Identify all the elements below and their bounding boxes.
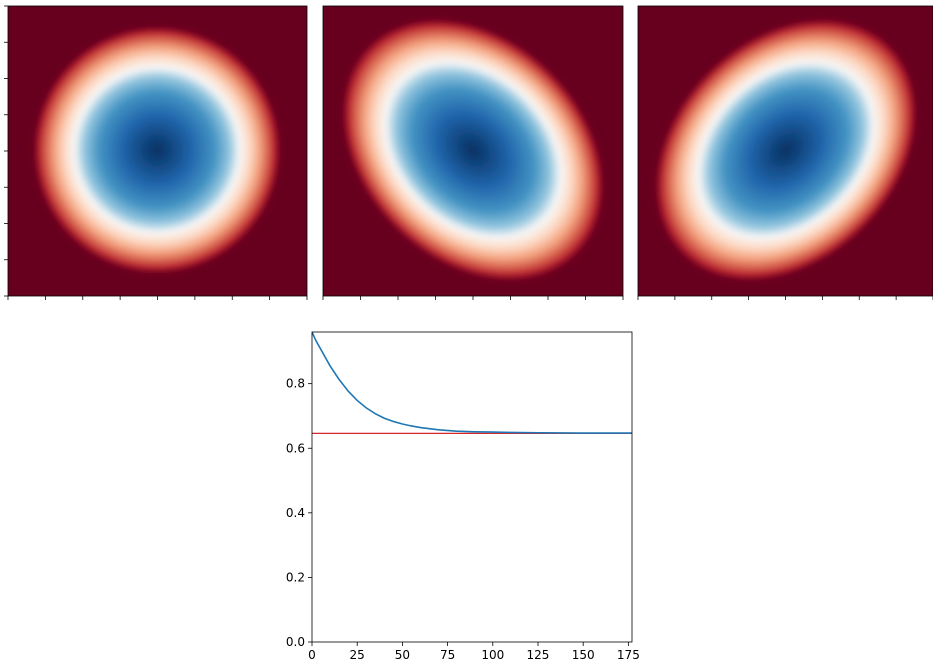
- x-tick-label: 25: [350, 648, 365, 662]
- heatmap-1-ticks: [4, 5, 308, 300]
- y-tick-label: 0.6: [286, 441, 305, 455]
- line-chart-plot-area: [312, 332, 632, 642]
- heatmap-panel-2: [322, 5, 624, 300]
- y-axis: 0.0 0.2 0.4 0.6 0.8: [286, 377, 312, 649]
- heatmap-3-blob: [653, 17, 919, 283]
- x-tick-label: 0: [308, 648, 316, 662]
- series-group: [312, 332, 632, 434]
- heatmap-panel-3: [637, 5, 933, 300]
- x-tick-label: 100: [481, 648, 504, 662]
- y-tick-label: 0.2: [286, 570, 305, 584]
- line-chart: 0 25 50 75 100 125 150 175 0.0 0.2 0.4 0.6 0.8: [286, 331, 640, 662]
- heatmap-2-ticks: [322, 296, 624, 300]
- series-line: [312, 332, 632, 434]
- x-tick-label: 150: [572, 648, 595, 662]
- x-tick-label: 175: [617, 648, 640, 662]
- heatmap-2-blob: [340, 17, 606, 283]
- line-chart-frame: [311, 331, 633, 643]
- x-tick-label: 50: [395, 648, 410, 662]
- x-tick-label: 75: [440, 648, 455, 662]
- heatmap-panel-1: [4, 5, 308, 300]
- y-tick-label: 0.0: [286, 635, 305, 649]
- heatmap-1-blob: [32, 25, 282, 275]
- y-tick-label: 0.4: [286, 506, 305, 520]
- y-tick-label: 0.8: [286, 377, 305, 391]
- x-tick-label: 125: [527, 648, 550, 662]
- heatmap-3-ticks: [637, 296, 933, 300]
- x-axis: 0 25 50 75 100 125 150 175: [308, 642, 640, 662]
